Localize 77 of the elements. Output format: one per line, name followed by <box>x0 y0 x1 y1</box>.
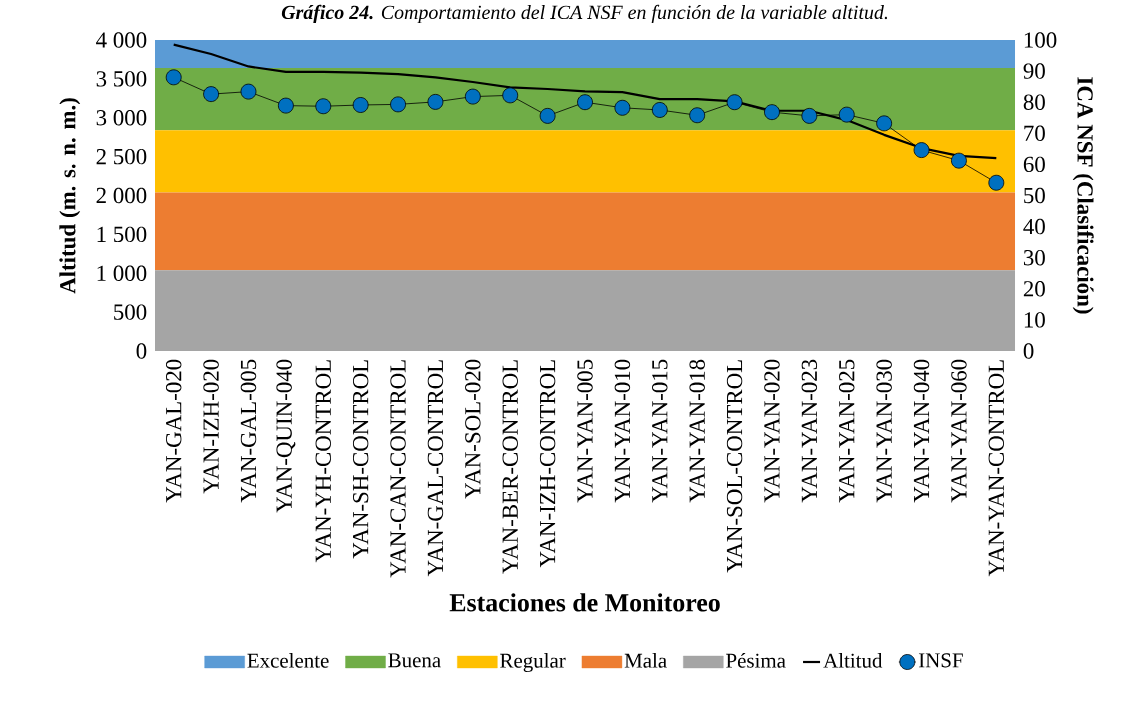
point <box>203 86 219 103</box>
point <box>726 94 743 111</box>
x-tick-label: YAN-IZH-CONTROL <box>539 360 556 568</box>
point <box>951 152 967 169</box>
y-tick-label: 4 000 <box>96 32 147 48</box>
y-tick-label: 1 500 <box>97 226 147 243</box>
x-tick-label: YAN-YAN-040 <box>913 359 930 503</box>
point <box>651 102 668 118</box>
legend-label: Regular <box>500 653 566 673</box>
x-tick-label: YAN-YAN-020 <box>764 359 780 503</box>
x-tick-label: YAN-YAN-060 <box>951 359 967 503</box>
y-tick-label: 1 000 <box>97 265 147 281</box>
y2-tick-label: 60 <box>1023 156 1045 173</box>
x-tick-label: YAN-YAN-005 <box>577 359 593 503</box>
point <box>913 142 930 158</box>
legend-label: Pésima <box>726 653 786 668</box>
x-tick-label: YAN-BER-CONTROL <box>502 360 518 574</box>
point <box>539 107 556 124</box>
x-tick-label: YAN-YAN-015 <box>652 359 668 503</box>
point <box>315 98 332 115</box>
x-tick-label: YAN-YAN-010 <box>614 359 631 503</box>
y-tick-label: 0 <box>136 343 147 359</box>
point <box>764 104 780 121</box>
y2-tick-label: 10 <box>1024 312 1045 328</box>
point <box>502 87 519 104</box>
y2-tick-label: 100 <box>1024 32 1057 48</box>
y2-tick-label: 80 <box>1023 94 1045 110</box>
x-tick-label: YAN-QUIN-040 <box>276 359 296 513</box>
chart-title: Gráfico 24. Comportamiento del ICA NSF en función de la variable altitud. <box>281 4 888 24</box>
x-tick-label: YAN-SOL-020 <box>465 359 481 499</box>
x-tick-label: YAN-YAN-018 <box>689 359 705 503</box>
y-tick-label: 3 500 <box>96 71 147 87</box>
x-tick-label: YAN-YH-CONTROL <box>315 360 331 563</box>
y2-tick-label: 50 <box>1024 187 1045 204</box>
point <box>689 107 706 124</box>
x-tick-label: YAN-IZH-020 <box>203 359 219 494</box>
y2-tick-label: 30 <box>1023 249 1045 266</box>
point <box>165 69 182 86</box>
point <box>390 96 406 113</box>
point <box>614 99 631 116</box>
x-tick-label: YAN-GAL-CONTROL <box>427 360 444 577</box>
x-tick-label: YAN-YAN-023 <box>801 359 818 503</box>
x-tick-label: YAN-SOL-CONTROL <box>726 360 743 573</box>
point <box>464 88 481 105</box>
y2-tick-label: 20 <box>1023 281 1045 297</box>
point <box>577 94 593 111</box>
y-tick-label: 500 <box>114 304 147 320</box>
y-axis-title: Altitud (m. s. n. m.) <box>59 98 81 294</box>
point <box>277 97 294 114</box>
x-tick-label: YAN-CAN-CONTROL <box>390 360 406 578</box>
legend-label: Mala <box>624 653 667 668</box>
x-tick-label: YAN-GAL-020 <box>165 359 182 503</box>
y2-axis-title: ICA NSF (Clasificación) <box>1072 77 1094 314</box>
x-tick-label: YAN-SH-CONTROL <box>352 360 369 559</box>
y2-tick-label: 70 <box>1024 125 1045 142</box>
x-tick-label: YAN-YAN-CONTROL <box>988 360 1005 577</box>
point <box>988 174 1005 191</box>
legend-label: INSF <box>918 653 963 668</box>
y-tick-label: 3 000 <box>96 110 147 126</box>
point <box>352 97 369 113</box>
x-axis-title: Estaciones de Monitoreo <box>449 593 720 612</box>
x-tick-label: YAN-YAN-025 <box>839 359 855 503</box>
y2-tick-label: 40 <box>1023 218 1045 235</box>
point <box>427 93 444 110</box>
point <box>876 115 893 132</box>
legend-label: Excelente <box>247 653 329 668</box>
legend-label: Buena <box>388 653 441 668</box>
x-tick-label: YAN-YAN-030 <box>876 359 892 503</box>
y2-tick-label: 0 <box>1023 343 1034 359</box>
y2-tick-label: 90 <box>1023 63 1045 79</box>
point <box>801 107 818 124</box>
point <box>240 83 257 100</box>
y-tick-label: 2 500 <box>96 148 147 165</box>
x-tick-label: YAN-GAL-005 <box>240 359 257 503</box>
legend-label: Altitud <box>823 653 883 668</box>
point <box>838 106 855 123</box>
y-tick-label: 2 000 <box>96 187 147 204</box>
